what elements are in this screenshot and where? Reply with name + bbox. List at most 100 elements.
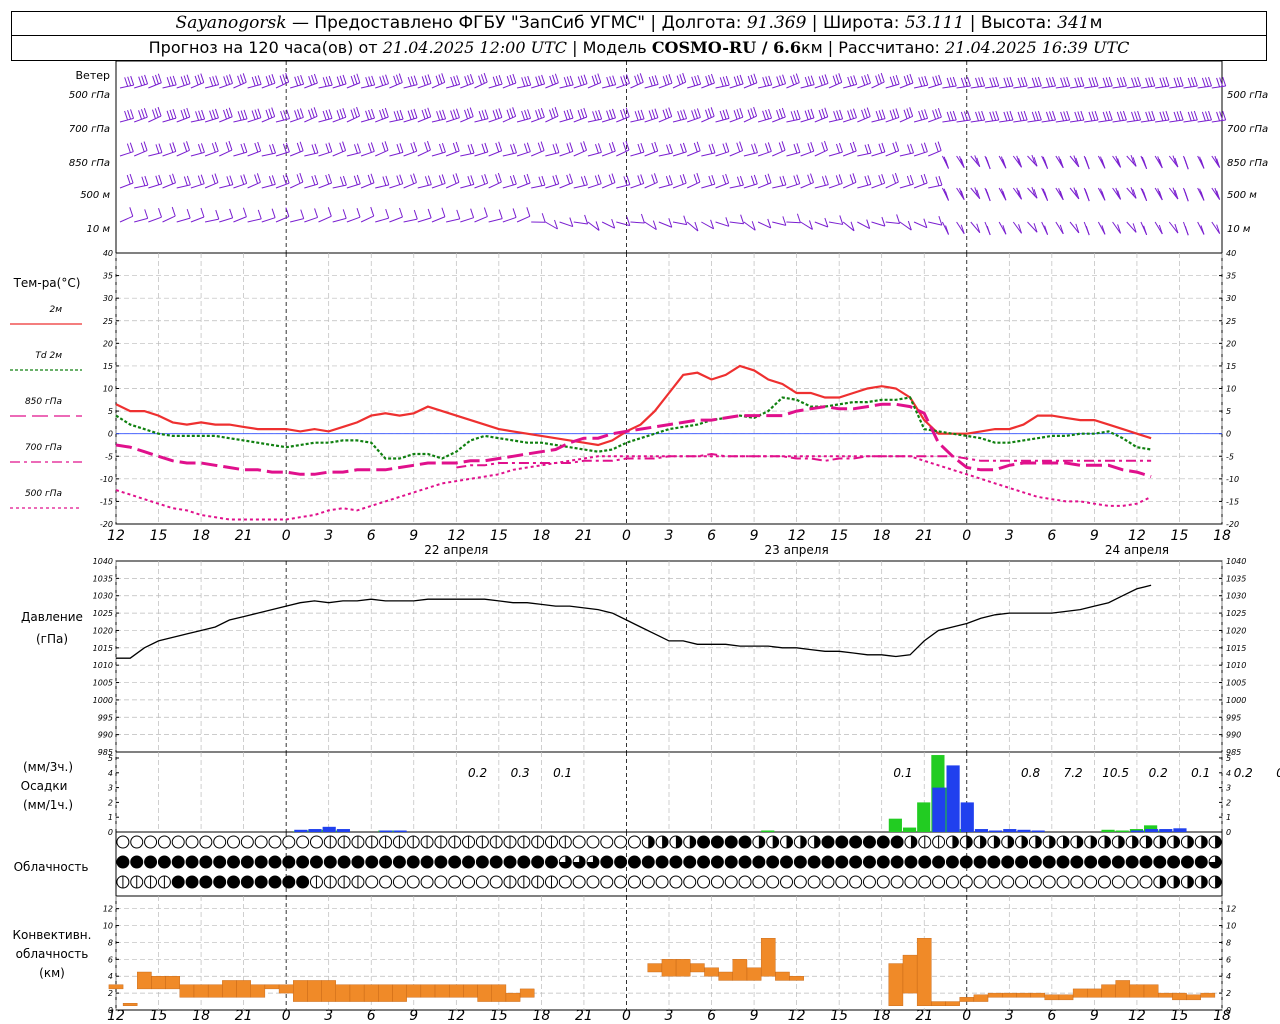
wind-barb [445, 173, 460, 189]
wind-barb [687, 108, 701, 123]
wind-barb [743, 106, 758, 123]
cloud-cover-symbol [323, 855, 337, 869]
wind-barb [176, 141, 190, 157]
wind-barb [757, 75, 773, 89]
cloud-cover-symbol [130, 835, 144, 849]
conv-cloud-bar [1101, 984, 1116, 998]
temp-tick-left: -5 [105, 452, 113, 461]
wind-barb [1140, 76, 1156, 89]
cloud-cover-symbol [932, 835, 946, 849]
conv-cloud-bar [491, 984, 507, 1002]
cloud-cover-symbol [876, 835, 890, 849]
temp-tick-left: 15 [103, 362, 113, 371]
cloud-cover-symbol [1125, 875, 1139, 889]
wind-barb [942, 76, 957, 89]
wind-barb [261, 175, 276, 189]
wind-barb [247, 209, 262, 223]
latitude-label: Широта: [822, 13, 900, 33]
hour-tick-label-bottom: 9 [750, 1008, 759, 1024]
latitude-value: 53.111 [904, 13, 965, 33]
wind-barb [403, 142, 418, 157]
cloud-cover-symbol [932, 875, 946, 889]
conv-cloud-bar [647, 963, 663, 973]
cloud-cover-symbol [655, 855, 669, 869]
wind-barb [460, 175, 475, 189]
wind-barb [701, 174, 716, 189]
wind-barb [913, 75, 929, 89]
wind-barb [616, 74, 630, 89]
longitude-label: Долгота: [661, 13, 742, 33]
wind-barb [1027, 76, 1042, 89]
wind-barb [190, 73, 205, 89]
wind-barb [233, 142, 248, 157]
wind-barb [261, 143, 276, 157]
wind-barb [573, 107, 588, 123]
wind-barb [913, 218, 928, 229]
cloud-cover-symbol [1194, 835, 1208, 849]
wind-barb [772, 74, 787, 89]
wind-barb [998, 221, 1007, 235]
wind-barb [346, 73, 361, 89]
wind-barb [403, 209, 418, 223]
wind-barb [1169, 110, 1184, 123]
hour-tick-label: 12 [1128, 528, 1146, 544]
wind-barb [701, 219, 715, 230]
wind-barb [1155, 76, 1170, 89]
hour-tick-label: 12 [447, 528, 465, 544]
wind-barb [1097, 187, 1106, 201]
wind-barb [644, 141, 659, 157]
wind-barb [630, 213, 645, 224]
cloud-cover-symbol [683, 875, 697, 889]
wind-barb [488, 172, 502, 189]
wind-barb [1055, 155, 1064, 169]
hour-tick-label-bottom: 12 [107, 1008, 125, 1024]
cloud-cover-symbol [1097, 875, 1111, 889]
wind-barb [786, 143, 801, 157]
cloud-cover-symbol [1042, 875, 1056, 889]
wind-level-label-right: 10 м [1227, 224, 1251, 235]
wind-level-label-left: 10 м [87, 224, 111, 235]
pressure-tick-right: 995 [1226, 713, 1241, 722]
conv-cloud-bar [690, 963, 705, 973]
wind-barb [332, 108, 347, 123]
series-line-2м [115, 364, 1152, 447]
wind-barb [999, 110, 1014, 123]
panel-frame [115, 831, 1223, 897]
pressure-tick-right: 985 [1226, 748, 1241, 757]
wind-barb [360, 173, 375, 189]
hour-tick-label-bottom: 18 [873, 1008, 891, 1024]
conv-cloud-bar [349, 984, 365, 1002]
cloud-cover-symbol [780, 875, 794, 889]
wind-barb [148, 174, 163, 189]
cloud-cover-symbol [1153, 875, 1167, 889]
cloud-cover-symbol [282, 875, 296, 889]
wind-barb [587, 73, 602, 89]
wind-barb [828, 109, 844, 123]
precip-unit-3h: (мм/3ч.) [23, 760, 73, 774]
wind-barb [304, 73, 318, 89]
cloud-cover-symbol [392, 835, 406, 849]
temp-tick-right: -5 [1226, 452, 1234, 461]
wind-barb [587, 174, 602, 189]
cloud-cover-symbol [627, 855, 641, 869]
cloud-cover-symbol [434, 875, 448, 889]
cloud-cover-symbol [462, 855, 476, 869]
wind-title: Ветер [76, 69, 110, 82]
convective-cloud-plot [108, 938, 1216, 1006]
wind-barb [346, 174, 361, 189]
cloud-cover-symbol [959, 875, 973, 889]
wind-barb [176, 107, 191, 123]
altitude-value: 341 [1057, 13, 1090, 33]
conv-cloud-bar [179, 984, 195, 998]
wind-barb [332, 175, 347, 189]
cloud-cover-symbol [835, 835, 849, 849]
wind-barb [1126, 110, 1142, 123]
cloud-cover-symbol [462, 835, 476, 849]
wind-barb [474, 109, 489, 123]
wind-barb [1182, 221, 1189, 236]
wind-barb [1097, 221, 1106, 235]
wind-barb [204, 173, 219, 189]
cloud-cover-symbol [973, 875, 987, 889]
wind-barb [1083, 155, 1090, 170]
wind-barb [247, 173, 261, 189]
